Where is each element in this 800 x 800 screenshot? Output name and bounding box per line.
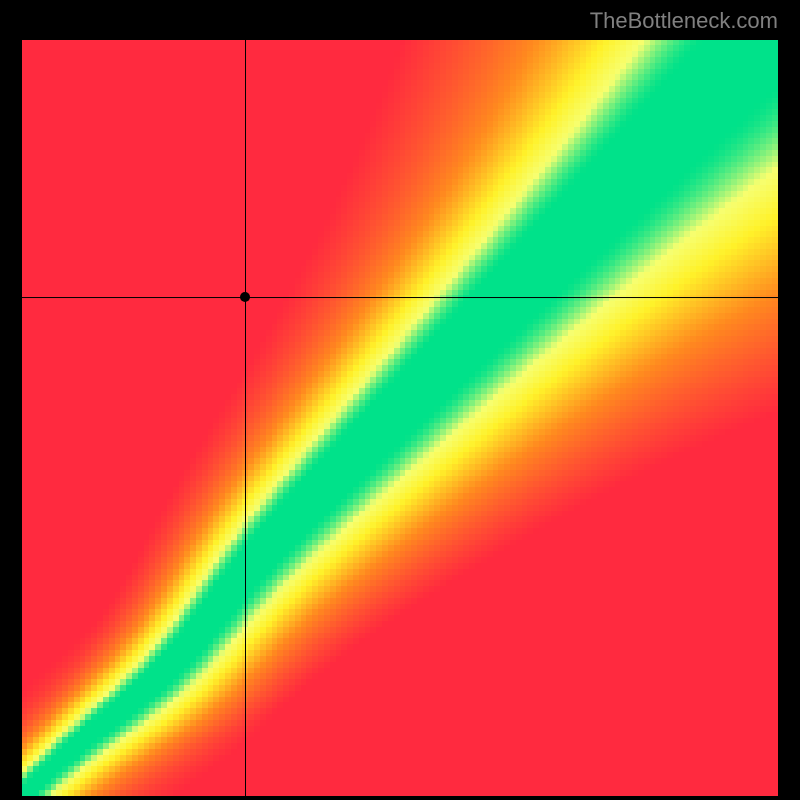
heatmap-canvas <box>22 40 778 796</box>
watermark-text: TheBottleneck.com <box>590 8 778 34</box>
plot-frame <box>22 40 778 796</box>
chart-container: TheBottleneck.com <box>0 0 800 800</box>
